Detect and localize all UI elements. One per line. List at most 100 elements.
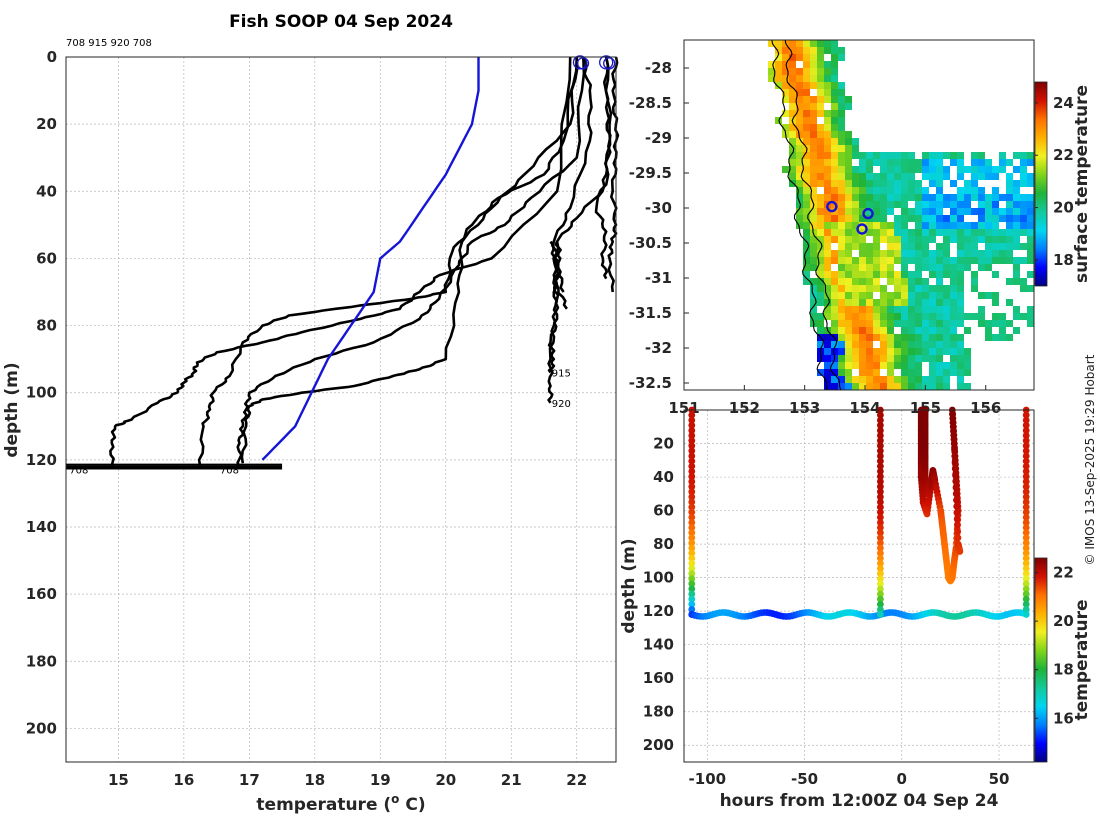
sst-cell — [789, 89, 796, 96]
sst-cell — [866, 243, 873, 250]
sst-cell — [985, 173, 992, 180]
sst-cell — [852, 376, 859, 383]
sst-cell — [1027, 159, 1034, 166]
section-data-point — [876, 457, 884, 465]
sst-cell — [782, 75, 789, 82]
sst-cell — [880, 250, 887, 257]
section-data-point — [1022, 559, 1030, 567]
sst-cell — [852, 138, 859, 145]
profile-y-axis-label: depth (m) — [2, 362, 22, 457]
sst-cell — [957, 334, 964, 341]
section-data-point — [688, 427, 696, 434]
section-y-tick-label: 100 — [643, 569, 674, 587]
sst-cell — [901, 236, 908, 243]
sst-cell — [915, 215, 922, 222]
sst-cell — [894, 285, 901, 292]
sst-cell — [957, 292, 964, 299]
sst-cell — [936, 229, 943, 236]
sst-cell — [852, 383, 859, 390]
sst-cell — [789, 47, 796, 54]
sst-cell — [901, 327, 908, 334]
sst-cell — [775, 61, 782, 68]
sst-cell — [957, 348, 964, 355]
sst-cell — [1013, 222, 1020, 229]
sst-cell — [887, 264, 894, 271]
sst-cell — [1013, 201, 1020, 208]
sst-cell — [803, 278, 810, 285]
sst-cell — [1020, 215, 1027, 222]
sst-cell — [859, 327, 866, 334]
sst-cell — [978, 159, 985, 166]
sst-cell — [880, 341, 887, 348]
sst-cell — [922, 292, 929, 299]
sst-cell — [880, 299, 887, 306]
sst-cell — [1027, 236, 1034, 243]
section-data-point — [1022, 411, 1030, 419]
profile-x-tick-label: 15 — [108, 771, 129, 789]
sst-cell — [929, 383, 936, 390]
sst-cell — [866, 320, 873, 327]
section-data-point — [876, 590, 884, 598]
sst-cell — [950, 194, 957, 201]
sst-cell — [873, 208, 880, 215]
sst-cell — [985, 320, 992, 327]
sst-cell — [908, 159, 915, 166]
sst-cell — [789, 68, 796, 75]
sst-cell — [908, 383, 915, 390]
sst-cell — [852, 264, 859, 271]
sst-cell — [929, 229, 936, 236]
sst-cell — [789, 110, 796, 117]
section-data-point — [1022, 539, 1030, 547]
sst-cell — [845, 166, 852, 173]
section-data-point — [876, 437, 884, 445]
sst-cell — [915, 187, 922, 194]
sst-cell — [845, 229, 852, 236]
section-data-point — [1022, 549, 1030, 557]
sst-cell — [957, 152, 964, 159]
map-y-tick-label: -31.5 — [629, 304, 672, 322]
sst-cell — [845, 243, 852, 250]
sst-cell — [957, 355, 964, 362]
sst-cell — [824, 145, 831, 152]
sst-cell — [957, 222, 964, 229]
sst-cell — [775, 47, 782, 54]
sst-cell — [831, 89, 838, 96]
sst-cell — [810, 208, 817, 215]
sst-cell — [999, 334, 1006, 341]
sst-cell — [1020, 243, 1027, 250]
sst-cell — [824, 257, 831, 264]
sst-cell — [978, 201, 985, 208]
profile-end-label: 915 — [552, 369, 571, 380]
sst-cell — [880, 159, 887, 166]
sst-cell — [957, 376, 964, 383]
sst-cell — [922, 187, 929, 194]
section-data-point — [688, 467, 696, 475]
sst-cell — [999, 236, 1006, 243]
section-data-point — [1022, 590, 1030, 598]
sst-cell — [852, 313, 859, 320]
sst-cell — [936, 376, 943, 383]
profile-end-label: 920 — [552, 399, 571, 410]
sst-cell — [852, 341, 859, 348]
sst-cell — [1013, 271, 1020, 278]
sst-cell — [908, 208, 915, 215]
sst-cell — [922, 348, 929, 355]
sst-cell — [985, 292, 992, 299]
station-marker — [826, 200, 838, 213]
section-y-tick-label: 60 — [653, 502, 674, 520]
sst-cell — [803, 166, 810, 173]
sst-cell — [831, 117, 838, 124]
map-y-tick-label: -28.5 — [629, 94, 672, 112]
sst-cell — [887, 159, 894, 166]
sst-cell — [929, 194, 936, 201]
sst-cell — [838, 362, 845, 369]
sst-cell — [831, 201, 838, 208]
sst-cell — [915, 194, 922, 201]
sst-cell — [803, 250, 810, 257]
sst-cell — [859, 299, 866, 306]
sst-cell — [887, 201, 894, 208]
section-data-point — [953, 496, 960, 504]
sst-cell — [1020, 152, 1027, 159]
sst-cell — [922, 208, 929, 215]
sst-cell — [915, 236, 922, 243]
